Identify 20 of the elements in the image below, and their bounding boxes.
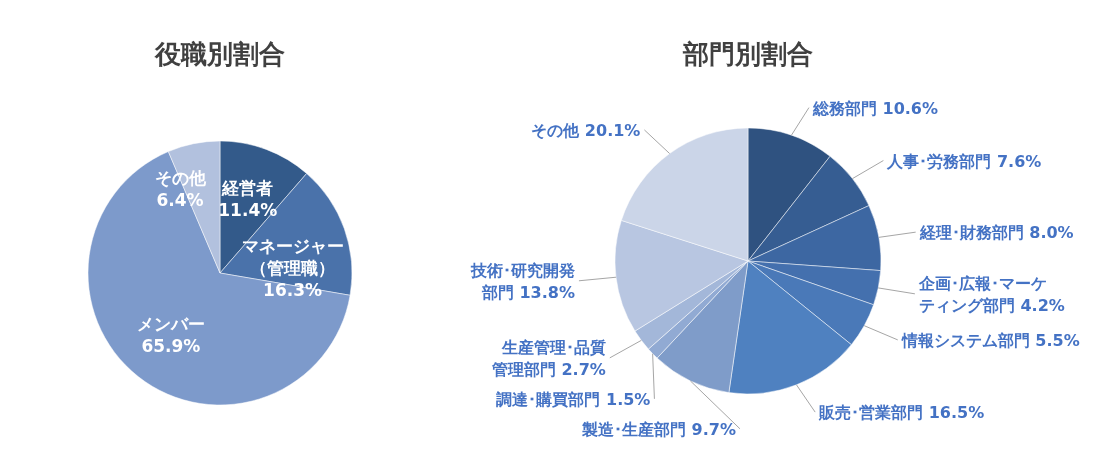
data-label: 16.3% <box>263 280 323 301</box>
slice-label: 生産管理･品質管理部門 2.7% <box>490 337 606 379</box>
slice-label: 情報システム部門 5.5% <box>900 330 1080 350</box>
slice-label: 経営者 <box>221 177 274 198</box>
chart-title: 部門別割合 <box>682 39 813 69</box>
slice-label: 販売･営業部門 16.5% <box>818 403 985 423</box>
slice-label: 企画･広報･マーケティング部門 4.2% <box>917 273 1065 315</box>
slice-label: 技術･研究開発部門 13.8% <box>469 260 575 302</box>
slice-label: メンバー <box>136 314 205 335</box>
slice-label: その他 20.1% <box>531 120 641 140</box>
slice-label: その他 <box>154 168 207 189</box>
slice-label: 人事･労務部門 7.6% <box>886 151 1042 171</box>
slice-label: 経理･財務部門 8.0% <box>918 223 1074 243</box>
slice-label: 総務部門 10.6% <box>811 98 939 118</box>
chart-title: 役職別割合 <box>154 39 285 69</box>
data-label: 11.4% <box>218 199 278 220</box>
slice-label: 製造･生産部門 9.7% <box>581 419 736 439</box>
slice-label: 調達･購買部門 1.5% <box>496 389 651 409</box>
data-label: 65.9% <box>141 336 201 357</box>
slice-label: マネージャー（管理職） <box>241 236 344 279</box>
